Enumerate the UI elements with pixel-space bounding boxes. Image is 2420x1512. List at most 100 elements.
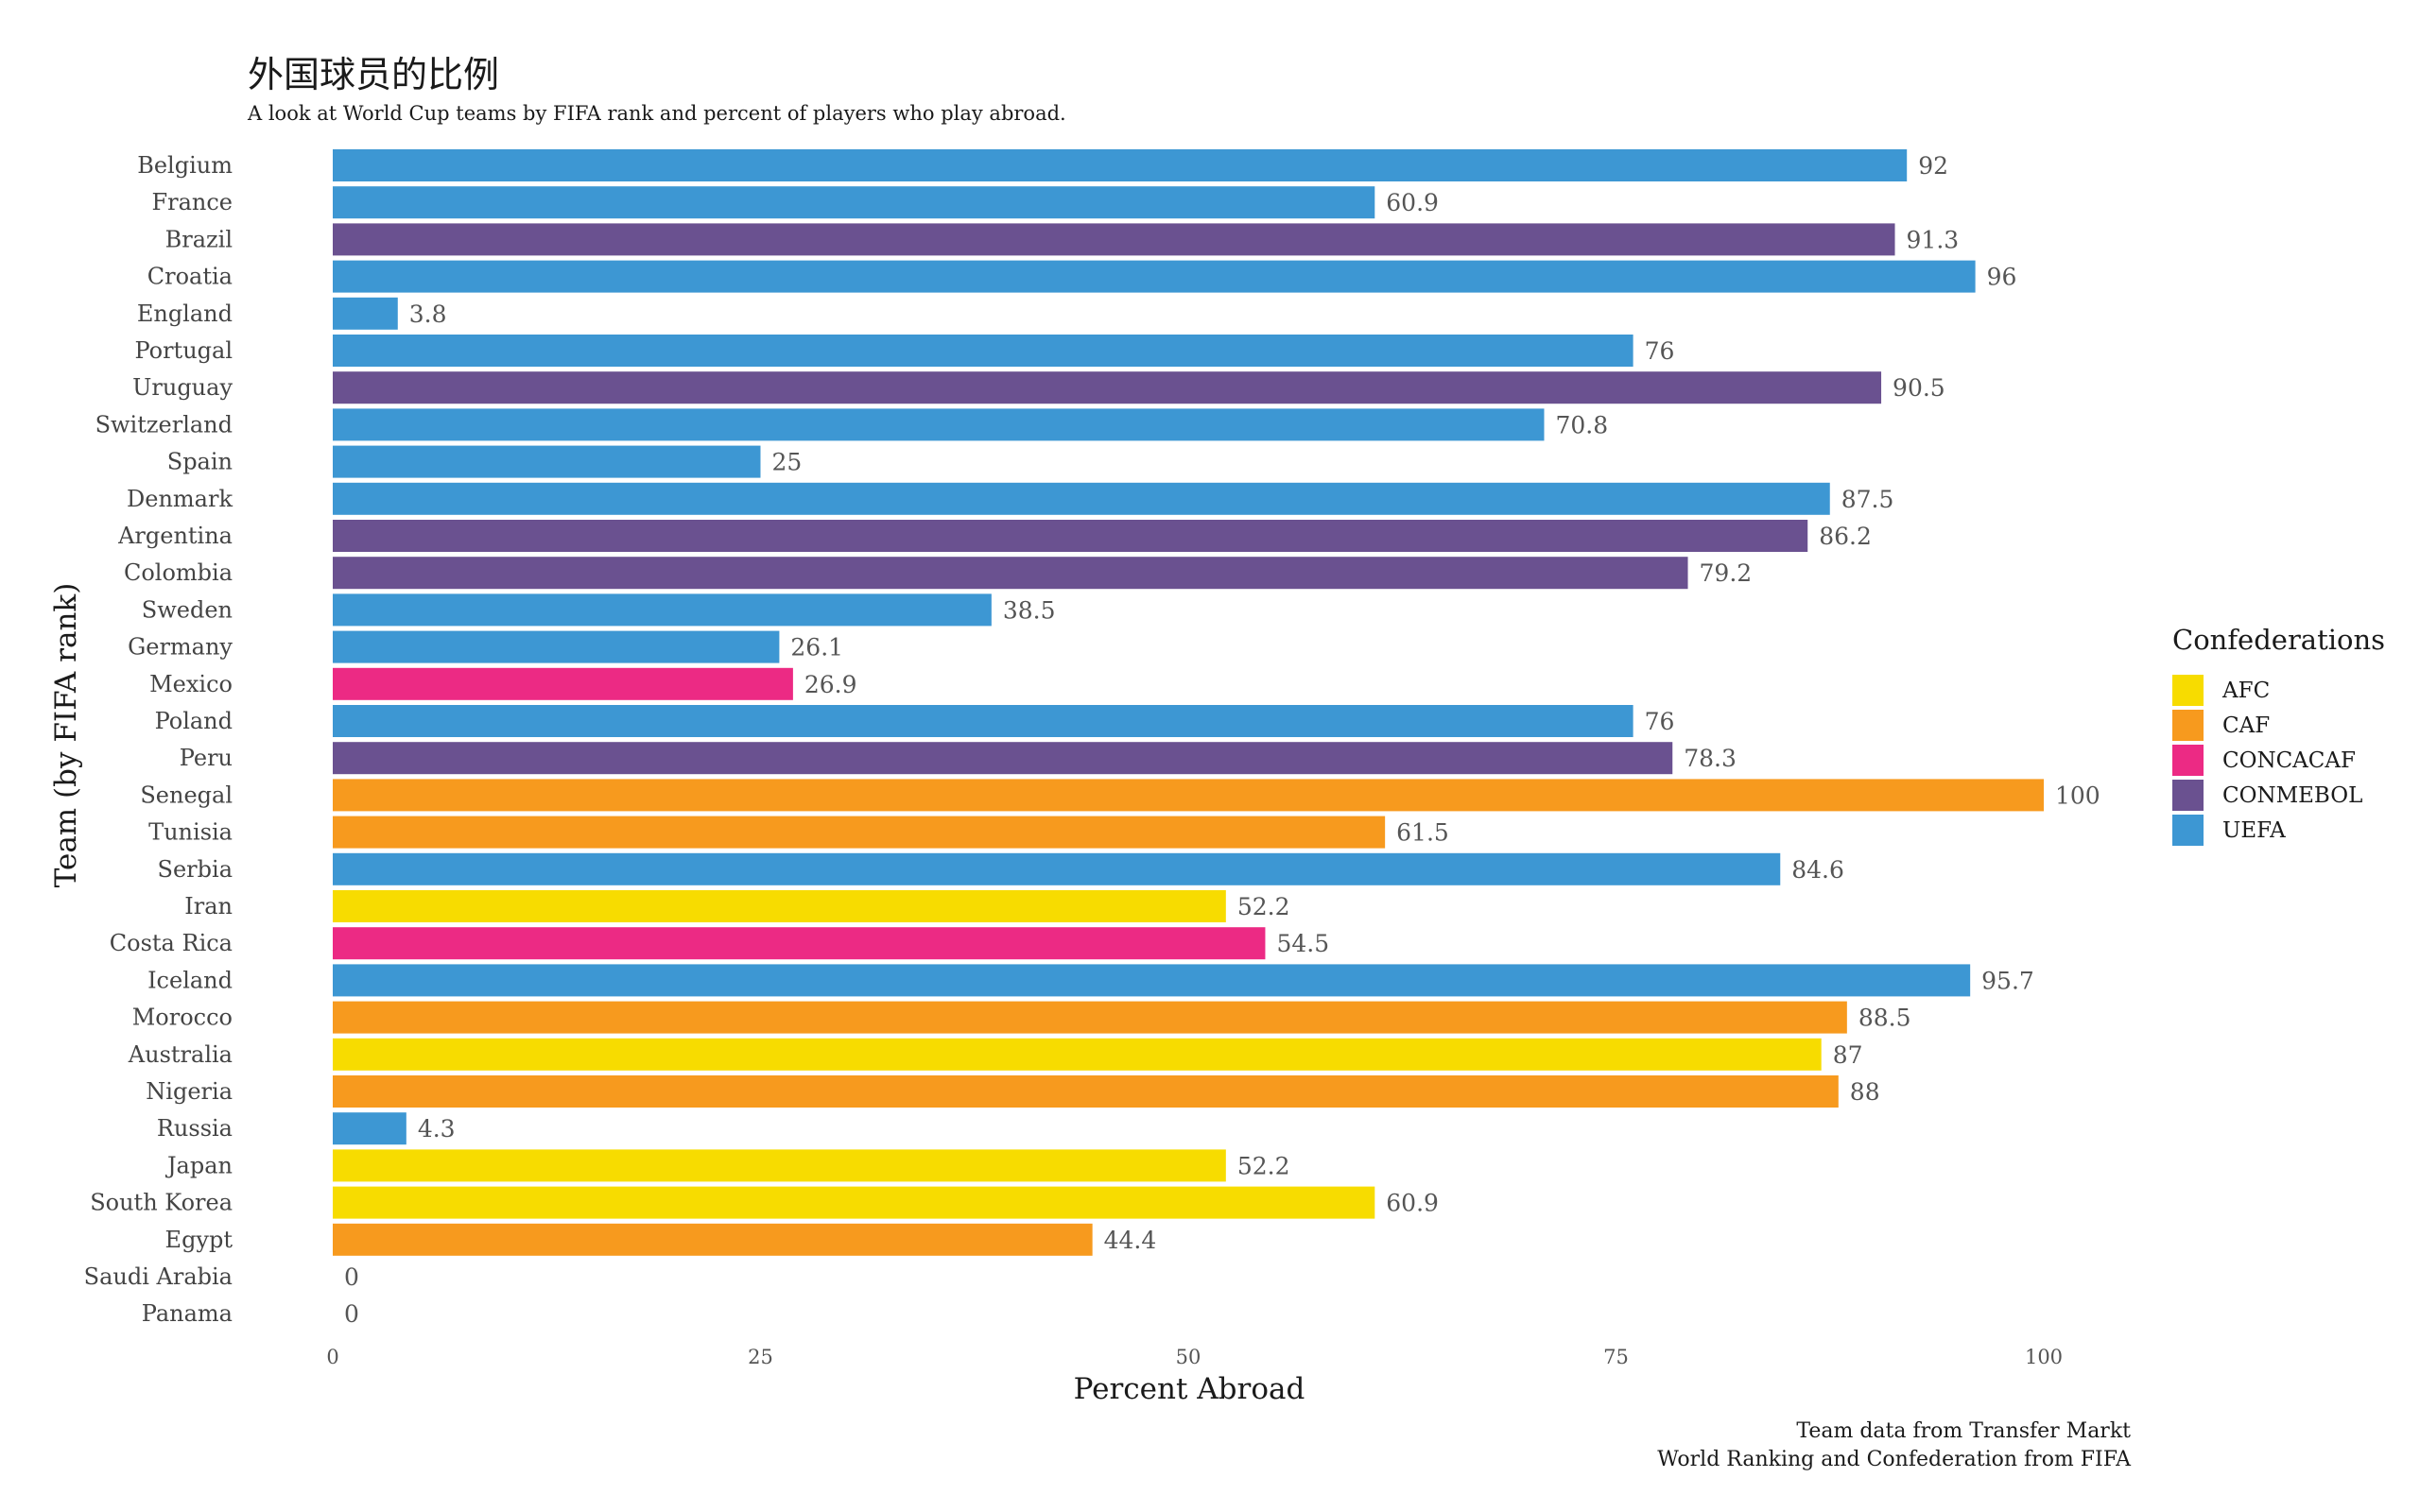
category-label: Panama (142, 1300, 233, 1327)
bar-peru (333, 742, 1673, 775)
bar-nigeria (333, 1075, 1839, 1108)
value-label: 61.5 (1396, 819, 1449, 847)
value-label: 54.5 (1276, 930, 1329, 957)
bar-australia (333, 1038, 1822, 1071)
value-label: 92 (1918, 152, 1948, 180)
bar-belgium (333, 149, 1908, 181)
category-label: Argentina (117, 523, 233, 549)
value-label: 88.5 (1858, 1005, 1911, 1032)
bar-argentina (333, 520, 1808, 552)
legend-item-conmebol: CONMEBOL (2172, 778, 2385, 813)
value-label: 4.3 (418, 1115, 456, 1143)
legend-swatch (2172, 745, 2204, 776)
value-label: 90.5 (1893, 374, 1945, 402)
category-label: Costa Rica (110, 930, 233, 956)
value-label: 26.1 (790, 634, 843, 662)
legend-item-caf: CAF (2172, 708, 2385, 743)
bar-morocco (333, 1001, 1847, 1034)
bar-croatia (333, 260, 1976, 293)
category-label: Saudi Arabia (84, 1263, 233, 1290)
category-label: Switzerland (95, 411, 233, 438)
legend-label: CAF (2222, 713, 2271, 738)
legend-swatch (2172, 815, 2204, 846)
bar-senegal (333, 779, 2044, 812)
bar-japan (333, 1149, 1226, 1182)
value-label: 100 (2055, 782, 2100, 809)
bar-south-korea (333, 1186, 1375, 1219)
bar-russia (333, 1112, 406, 1145)
value-label: 86.2 (1819, 523, 1872, 550)
category-label: Spain (167, 449, 233, 475)
legend-swatch (2172, 675, 2204, 706)
category-label: Croatia (147, 264, 233, 290)
bar-england (333, 297, 398, 330)
value-label: 38.5 (1003, 596, 1056, 624)
chart-title: 外国球员的比例 (248, 54, 500, 95)
category-label: South Korea (90, 1190, 233, 1216)
category-label: Egypt (165, 1227, 233, 1253)
value-label: 52.2 (1237, 1152, 1290, 1179)
value-label: 87.5 (1841, 486, 1894, 513)
category-label: England (137, 301, 233, 327)
bar-brazil (333, 223, 1895, 256)
legend-item-afc: AFC (2172, 673, 2385, 708)
bar-iran (333, 890, 1226, 922)
x-axis-label: Percent Abroad (1074, 1372, 1305, 1406)
bar-spain (333, 445, 761, 478)
value-label: 78.3 (1684, 745, 1737, 772)
category-label: Nigeria (146, 1078, 233, 1105)
caption-source-1: Team data from Transfer Markt (1796, 1419, 2131, 1443)
value-label: 79.2 (1700, 559, 1753, 587)
legend: Confederations AFC CAF CONCACAF CONMEBOL UEF… (2172, 624, 2385, 848)
value-label: 95.7 (1981, 967, 2034, 994)
chart-subtitle: A look at World Cup teams by FIFA rank a… (248, 102, 1066, 125)
value-label: 25 (772, 449, 803, 476)
value-label: 0 (344, 1263, 359, 1291)
category-label: Poland (155, 708, 233, 734)
legend-item-uefa: UEFA (2172, 813, 2385, 848)
category-label: Japan (164, 1152, 233, 1178)
x-tick-label: 0 (326, 1346, 338, 1368)
category-label: Iran (184, 893, 233, 919)
bar-iceland (333, 964, 1971, 997)
bar-portugal (333, 335, 1634, 367)
caption-source-2: World Ranking and Confederation from FIF… (1657, 1448, 2131, 1471)
value-label: 88 (1850, 1078, 1880, 1106)
category-label: Peru (180, 745, 233, 771)
value-label: 70.8 (1555, 411, 1608, 438)
x-tick-label: 50 (1176, 1346, 1201, 1368)
legend-label: AFC (2222, 678, 2271, 703)
bar-serbia (333, 852, 1781, 885)
category-label: Australia (128, 1041, 233, 1068)
category-label: Serbia (158, 856, 233, 883)
legend-label: CONCACAF (2222, 747, 2356, 773)
x-tick-label: 100 (2025, 1346, 2063, 1368)
legend-label: CONMEBOL (2222, 782, 2363, 808)
category-label: Colombia (124, 559, 233, 586)
value-label: 60.9 (1386, 189, 1439, 216)
value-label: 52.2 (1237, 893, 1290, 920)
category-label: France (151, 189, 233, 215)
bar-france (333, 186, 1375, 219)
value-label: 76 (1645, 708, 1675, 735)
value-label: 96 (1987, 264, 2017, 291)
bar-costa-rica (333, 927, 1266, 960)
category-label: Belgium (137, 152, 233, 179)
x-tick-label: 25 (748, 1346, 773, 1368)
legend-title: Confederations (2172, 624, 2386, 656)
value-label: 76 (1645, 337, 1675, 365)
value-label: 91.3 (1907, 226, 1960, 253)
value-label: 3.8 (409, 301, 447, 328)
category-label: Morocco (132, 1005, 233, 1031)
bar-mexico (333, 667, 793, 700)
category-label: Sweden (142, 596, 233, 623)
category-label: Iceland (147, 967, 233, 993)
y-axis-label: Team (by FIFA rank) (49, 583, 83, 888)
category-label: Brazil (165, 226, 233, 252)
legend-swatch (2172, 780, 2204, 811)
value-label: 84.6 (1791, 856, 1844, 884)
bar-tunisia (333, 816, 1386, 849)
legend-label: UEFA (2222, 817, 2286, 843)
